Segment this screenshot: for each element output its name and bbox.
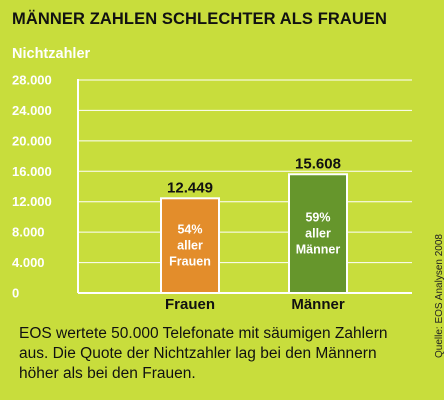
bar-maenner [288,173,348,294]
bar-chart: 0 4.000 8.000 12.000 16.000 20.000 24.000 28.00… [12,73,412,313]
y-tick-label: 28.000 [12,73,52,88]
y-tick-label: 24.000 [12,103,52,118]
y-tick-label: 0 [12,286,19,301]
y-tick-label: 12.000 [12,194,52,209]
y-axis-title: Nichtzahler [12,46,91,62]
category-label-maenner: Männer [291,296,345,313]
bar-inner-label-frauen: Frauen [169,255,211,269]
y-tick-label: 20.000 [12,133,52,148]
chart-title: MÄNNER ZAHLEN SCHLECHTER ALS FRAUEN [12,10,388,28]
category-label-frauen: Frauen [165,296,215,313]
bar-inner-label-frauen: 54% [177,223,202,237]
value-label-maenner: 15.608 [295,155,341,172]
y-tick-label: 16.000 [12,164,52,179]
y-tick-label: 4.000 [12,255,45,270]
bar-inner-label-maenner: 59% [305,211,330,225]
y-tick-label: 8.000 [12,225,45,240]
chart-caption: EOS wertete 50.000 Telefonate mit säumig… [19,325,388,382]
value-label-frauen: 12.449 [167,179,213,196]
bar-inner-label-frauen: aller [177,239,203,253]
bar-inner-label-maenner: Männer [296,243,341,257]
bar-inner-label-maenner: aller [305,227,331,241]
bar-frauen [160,197,220,294]
source-note: Quelle: EOS Analysen 2008 [434,234,444,358]
